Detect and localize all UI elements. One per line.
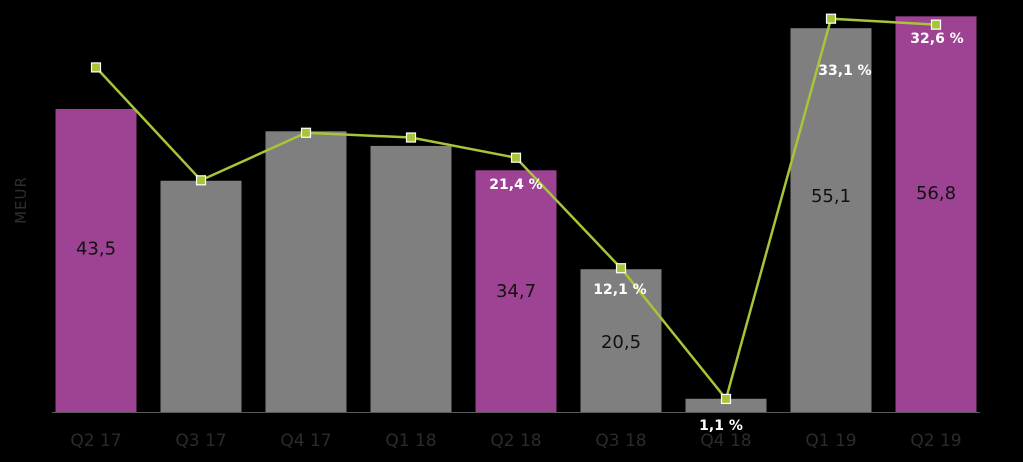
bar-q4-17 xyxy=(265,131,347,412)
bar-q2-17 xyxy=(55,109,137,412)
x-tick-label: Q1 19 xyxy=(805,431,856,451)
x-tick-label: Q2 18 xyxy=(490,431,541,451)
x-tick-labels: Q2 17 Q3 17 Q4 17 Q1 18 Q2 18 Q3 18 Q4 18 Q1 19… xyxy=(70,431,961,451)
bar-q1-19 xyxy=(790,28,872,412)
ratio-point-q1-19 xyxy=(825,13,837,24)
ratio-point-q1-18 xyxy=(405,132,417,143)
bar-value-label: 34,7 xyxy=(496,281,536,302)
x-tick-label: Q4 17 xyxy=(280,431,331,451)
y-axis-label: MEUR xyxy=(12,176,30,224)
x-tick-label: Q1 18 xyxy=(385,431,436,451)
line-labels-layer: 21,4 % 12,1 % 1,1 % 33,1 % 32,6 % xyxy=(489,31,963,434)
bar-q3-18 xyxy=(580,269,662,412)
bar-value-label: 20,5 xyxy=(601,332,641,353)
bar-q1-18 xyxy=(370,145,452,412)
ratio-point-q4-18 xyxy=(720,393,732,405)
x-tick-label: Q3 18 xyxy=(595,431,646,451)
ratio-value-label: 21,4 % xyxy=(489,177,542,193)
ratio-value-label: 12,1 % xyxy=(593,282,646,298)
ratio-point-q2-19 xyxy=(930,19,942,30)
x-tick-label: Q3 17 xyxy=(175,431,226,451)
bar-labels-layer: 43,5 34,7 20,5 55,1 56,8 xyxy=(76,183,956,353)
x-tick-label: Q2 19 xyxy=(910,431,961,451)
bar-value-label: 43,5 xyxy=(76,238,116,259)
bar-q4-18 xyxy=(685,398,767,412)
ratio-value-label: 1,1 % xyxy=(699,418,743,434)
line-layer xyxy=(90,13,942,405)
bar-value-label: 55,1 xyxy=(811,186,851,207)
bars-layer xyxy=(55,16,977,413)
bar-q3-17 xyxy=(160,180,242,412)
bar-value-label: 56,8 xyxy=(916,183,956,204)
ratio-point-q2-18 xyxy=(510,152,522,163)
bar-q2-18 xyxy=(475,170,557,412)
x-tick-label: Q4 18 xyxy=(700,431,751,451)
ratio-point-q3-17 xyxy=(195,175,207,186)
ratio-value-label: 32,6 % xyxy=(910,31,963,47)
ratio-point-q4-17 xyxy=(300,127,312,138)
ratio-value-label: 33,1 % xyxy=(818,63,871,79)
ratio-point-q3-18 xyxy=(615,263,627,274)
x-tick-label: Q2 17 xyxy=(70,431,121,451)
ratio-point-q2-17 xyxy=(90,62,102,73)
bar-q2-19 xyxy=(895,16,977,413)
